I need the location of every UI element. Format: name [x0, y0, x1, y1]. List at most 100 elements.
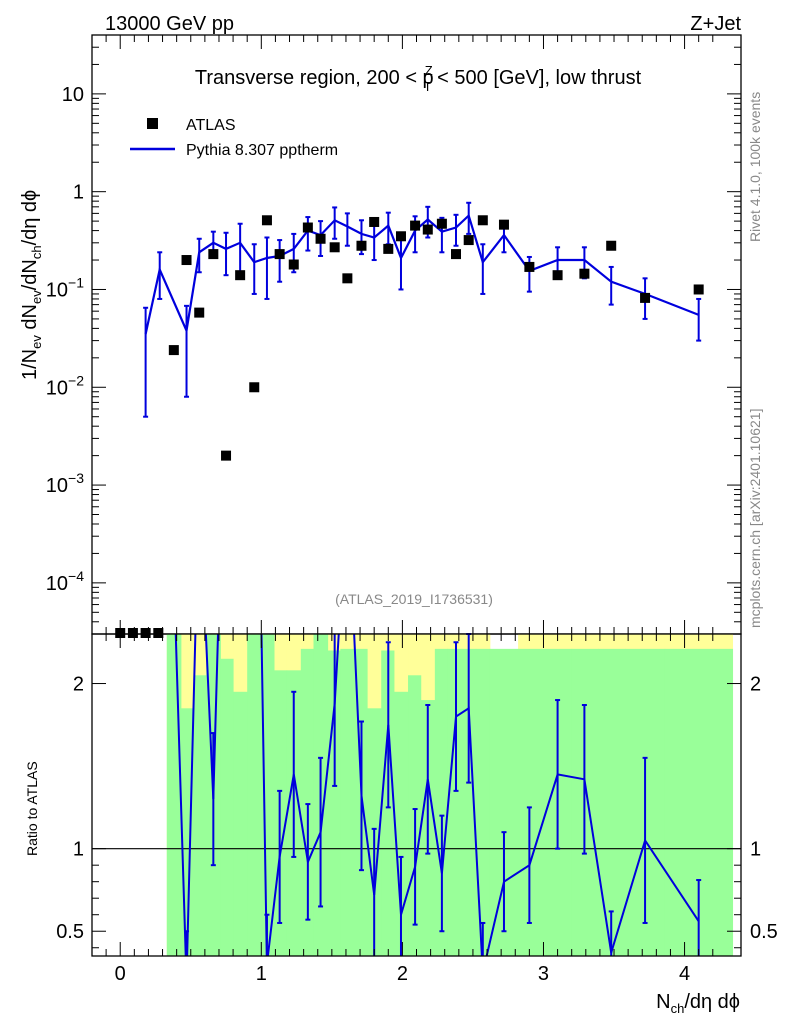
x-tick-label: 2 [397, 963, 408, 985]
atlas-point [235, 270, 246, 281]
xlabel-b: /dη dϕ [684, 991, 740, 1013]
y-tick-label: 10 [62, 84, 84, 106]
y-tick-base: 10 [46, 475, 68, 497]
atlas-point [422, 224, 433, 235]
ratio-y-tick-label-right: 2 [750, 674, 761, 696]
atlas-point [274, 249, 285, 260]
ylabel-c: /dN [19, 259, 41, 290]
atlas-point [383, 243, 394, 254]
ratio-band-green [340, 648, 355, 956]
atlas-point [498, 219, 509, 230]
ratio-line [174, 634, 700, 956]
y-tick-exponent: −4 [68, 568, 84, 584]
atlas-point [369, 216, 380, 227]
ratio-band-green [220, 658, 234, 956]
legend-atlas-label: ATLAS [186, 117, 236, 134]
y-tick-base: 10 [46, 573, 68, 595]
y-tick-base: 1 [73, 182, 84, 204]
ratio-y-tick-label: 1 [73, 839, 84, 861]
ylabel-s2: ev [29, 290, 44, 304]
xlabel-a: N [656, 991, 670, 1013]
x-tick-label: 4 [679, 963, 690, 985]
title-sup: Z [425, 63, 433, 78]
ratio-y-tick-label: 2 [73, 674, 84, 696]
ratio-band-green [518, 648, 544, 956]
atlas-point [315, 233, 326, 244]
atlas-point [463, 235, 474, 246]
atlas-point [552, 270, 563, 281]
y-tick-exponent: −3 [68, 470, 84, 486]
y-tick-base: 10 [46, 377, 68, 399]
atlas-point [395, 231, 406, 242]
atlas-point [329, 242, 340, 253]
rivet-label: Rivet 4.1.0, 100k events [747, 92, 763, 242]
legend-pythia-label: Pythia 8.307 pptherm [186, 142, 338, 159]
ratio-band-green [166, 634, 182, 956]
y-tick-base: 10 [46, 279, 68, 301]
atlas-point [127, 628, 138, 638]
plot-title: Transverse region, 200 < pZ T < 500 [GeV]… [195, 63, 642, 94]
atlas-point [194, 307, 205, 318]
atlas-point [579, 268, 590, 279]
ratio-panel: 0 1 2 3 4 0.5 0.5 1 1 2 2 [56, 633, 778, 985]
ylabel-s1: ev [29, 335, 44, 349]
atlas-point [342, 273, 353, 284]
legend: ATLAS Pythia 8.307 pptherm [130, 117, 338, 159]
atlas-point [168, 345, 179, 356]
atlas-point [261, 215, 272, 226]
atlas-point [153, 628, 164, 638]
atlas-point [302, 222, 313, 233]
atlas-point [477, 215, 488, 226]
atlas-point [606, 240, 617, 251]
header-left: 13000 GeV pp [105, 13, 234, 35]
atlas-point [208, 249, 219, 260]
atlas-point [221, 450, 232, 461]
x-axis-label: Nch/dη dϕ [656, 991, 740, 1016]
y-tick-label: 10−4 [46, 568, 84, 595]
ratio-band-green [434, 648, 449, 956]
title-pre: Transverse region, 200 < p [195, 67, 434, 89]
ratio-band-green [233, 691, 248, 956]
y-tick-label: 10−1 [46, 274, 84, 301]
y-axis-label: 1/Nev dNev/dNch/dη dϕ [19, 190, 44, 380]
title-sub: T [424, 79, 432, 94]
ratio-band-green [193, 675, 207, 956]
atlas-point [693, 284, 704, 295]
ratio-band-green [447, 648, 463, 956]
atlas-point [410, 220, 421, 231]
ylabel-a: 1/N [19, 349, 41, 380]
header-right: Z+Jet [690, 13, 741, 35]
ratio-band-green [475, 648, 491, 956]
atlas-point [451, 249, 462, 260]
atlas-point [356, 240, 367, 251]
atlas-point [249, 382, 260, 393]
ratio-band-green [300, 648, 315, 956]
mcplots-label: mcplots.cern.ch [arXiv:2401.10621] [747, 409, 763, 628]
ratio-band-green [247, 634, 261, 956]
atlas-point [181, 255, 192, 266]
pythia-line [144, 213, 700, 335]
ratio-y-tick-label-right: 0.5 [750, 921, 778, 943]
ylabel-b: dN [19, 304, 41, 335]
watermark: (ATLAS_2019_I1736531) [335, 591, 493, 607]
y-tick-label: 10−2 [46, 372, 84, 399]
x-tick-label: 0 [115, 963, 126, 985]
y-tick-label: 1 [73, 182, 84, 204]
atlas-point [640, 292, 651, 303]
title-post: < 500 [GeV], low thrust [432, 67, 642, 89]
legend-atlas-marker [147, 118, 158, 129]
y-tick-label: 10−3 [46, 470, 84, 497]
atlas-point [140, 628, 151, 638]
ratio-band-green [327, 650, 341, 956]
atlas-point [288, 259, 299, 270]
x-tick-label: 1 [256, 963, 267, 985]
y-tick-base: 10 [62, 84, 84, 106]
atlas-point [524, 261, 535, 272]
y-tick-exponent: −1 [68, 274, 84, 290]
ratio-y-label: Ratio to ATLAS [24, 761, 40, 856]
y-tick-exponent: −2 [68, 372, 84, 388]
ratio-band-green [393, 691, 409, 956]
x-tick-label: 3 [538, 963, 549, 985]
ratio-band-green [461, 648, 477, 956]
